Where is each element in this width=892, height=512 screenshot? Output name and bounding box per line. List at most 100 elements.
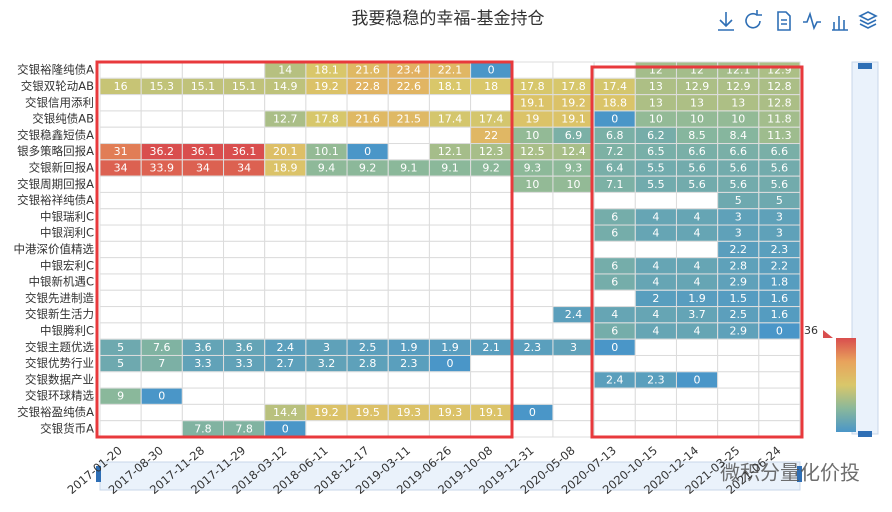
slider-track[interactable] — [99, 461, 801, 491]
grid-cell — [675, 354, 719, 373]
heat-cell — [306, 62, 347, 78]
grid-cell — [181, 110, 225, 128]
grid-cell — [717, 354, 760, 373]
data-view-icon[interactable] — [777, 11, 791, 31]
heat-cell — [676, 258, 718, 274]
cell-label: 12.9 — [685, 80, 710, 93]
refresh-icon[interactable] — [745, 10, 762, 29]
heat-cell — [676, 95, 718, 111]
heat-cell — [553, 78, 594, 95]
grid-cell — [387, 240, 430, 259]
slider-handle[interactable] — [858, 63, 872, 69]
heat-cell — [718, 144, 759, 160]
heat-cell — [553, 339, 594, 355]
heat-cell — [141, 160, 182, 176]
grid-cell — [387, 322, 430, 340]
heat-cell — [594, 372, 635, 388]
grid-cell — [99, 110, 142, 128]
grid-cell — [387, 126, 430, 145]
heat-cell — [141, 144, 182, 160]
y-tick-label: 交银环球精选 — [25, 389, 94, 403]
y-tick-label: 中银宏利C — [40, 258, 94, 272]
slider-handle[interactable] — [797, 466, 802, 482]
cell-label: 2.2 — [729, 243, 747, 256]
grid-cell — [552, 403, 595, 422]
grid-cell — [675, 191, 719, 210]
heat-cell — [594, 307, 635, 323]
y-slider[interactable] — [851, 61, 879, 437]
slider-track[interactable] — [851, 61, 879, 435]
grid-cell — [470, 208, 513, 226]
grid-cell — [758, 420, 801, 438]
grid-cell — [387, 273, 430, 291]
grid-cell — [428, 191, 472, 210]
cell-label: 7.1 — [606, 178, 624, 191]
grid-cell — [428, 94, 472, 112]
heat-cell — [182, 78, 224, 95]
grid-cell — [675, 240, 719, 259]
cell-label: 19.1 — [520, 96, 545, 109]
heat-cell — [471, 144, 512, 160]
cell-label: 13 — [649, 96, 663, 109]
grid-cell — [387, 371, 430, 389]
cell-label: 18.1 — [438, 80, 463, 93]
cell-label: 17.4 — [479, 113, 504, 126]
save-icon[interactable] — [718, 12, 734, 31]
slider-handle[interactable] — [858, 431, 872, 437]
cell-label: 3.3 — [235, 357, 253, 370]
cell-label: 4 — [611, 308, 618, 321]
bar-icon[interactable] — [832, 16, 848, 31]
heat-cell — [182, 160, 224, 176]
grid-cell — [552, 420, 595, 438]
heat-cell — [429, 404, 471, 421]
y-tick-label: 交银先进制造 — [25, 291, 94, 305]
heat-cell — [594, 274, 635, 290]
grid-cell — [99, 289, 142, 308]
cell-label: 21.6 — [355, 113, 380, 126]
cell-label: 14.4 — [273, 406, 298, 419]
line-icon[interactable] — [803, 11, 821, 31]
grid-cell — [758, 403, 801, 422]
grid-cell — [758, 354, 801, 373]
stack-icon[interactable] — [858, 11, 878, 29]
grid-cell — [181, 61, 225, 79]
cell-label: 4 — [694, 227, 701, 240]
heat-cell — [388, 62, 429, 78]
heat-cell — [594, 176, 635, 192]
cell-label: 14 — [278, 64, 292, 77]
grid-cell — [717, 371, 760, 389]
heat-cell — [141, 388, 182, 404]
heat-cell — [347, 160, 388, 176]
y-tick-label: 交银货币A — [40, 421, 94, 435]
toolbox[interactable] — [718, 10, 878, 31]
heat-cell — [718, 290, 759, 307]
heat-cell — [676, 225, 718, 241]
grid-cell — [552, 257, 595, 275]
grid-cell — [717, 387, 760, 405]
cell-label: 1.9 — [688, 292, 706, 305]
x-slider[interactable] — [96, 461, 802, 491]
cell-label: 10 — [731, 113, 745, 126]
grid-cell — [470, 175, 513, 193]
grid-cell — [99, 322, 142, 340]
grid-cell — [634, 354, 677, 373]
heat-cell — [429, 111, 471, 127]
heat-cell — [182, 421, 224, 437]
visual-map-handle[interactable] — [823, 330, 833, 338]
heat-cell — [635, 127, 676, 144]
heat-cell — [100, 355, 141, 372]
heat-cell — [718, 225, 759, 241]
cell-label: 10.1 — [314, 145, 339, 158]
cell-label: 13 — [731, 96, 745, 109]
grid-cell — [223, 94, 266, 112]
cell-label: 22.1 — [438, 64, 463, 77]
cell-label: 4 — [652, 276, 659, 289]
grid-cell — [470, 322, 513, 340]
cell-label: 18.8 — [602, 96, 627, 109]
grid-cell — [511, 322, 554, 340]
heat-cell — [718, 127, 759, 144]
cell-label: 5 — [776, 194, 783, 207]
grid-cell — [593, 289, 636, 308]
slider-handle[interactable] — [96, 466, 101, 482]
